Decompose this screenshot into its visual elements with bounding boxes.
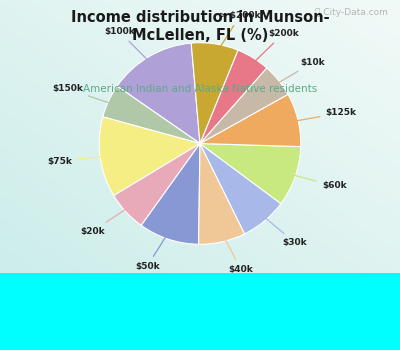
Wedge shape — [141, 144, 200, 244]
Text: $100k: $100k — [104, 27, 155, 68]
Text: $150k: $150k — [52, 84, 120, 106]
Wedge shape — [114, 144, 200, 225]
Wedge shape — [117, 43, 200, 144]
Text: $10k: $10k — [269, 58, 325, 88]
Text: $75k: $75k — [47, 156, 112, 166]
Text: ⓘ City-Data.com: ⓘ City-Data.com — [315, 8, 388, 17]
Text: $60k: $60k — [284, 173, 346, 190]
Text: Income distribution in Munson-
McLellen, FL (%): Income distribution in Munson- McLellen,… — [71, 10, 329, 43]
Wedge shape — [200, 94, 301, 147]
Text: $125k: $125k — [286, 108, 356, 123]
Text: $20k: $20k — [81, 203, 135, 236]
Wedge shape — [200, 50, 267, 144]
Wedge shape — [191, 43, 238, 144]
Wedge shape — [99, 117, 200, 196]
Wedge shape — [200, 144, 281, 234]
Text: $30k: $30k — [257, 211, 307, 247]
Wedge shape — [200, 68, 288, 144]
Text: $50k: $50k — [135, 227, 172, 271]
Text: American Indian and Alaska Native residents: American Indian and Alaska Native reside… — [83, 84, 317, 94]
Text: $200k: $200k — [247, 29, 299, 69]
Text: $40k: $40k — [220, 230, 253, 274]
Wedge shape — [200, 144, 301, 204]
Wedge shape — [103, 86, 200, 144]
Text: > $200k: > $200k — [214, 12, 261, 56]
Wedge shape — [198, 144, 245, 244]
